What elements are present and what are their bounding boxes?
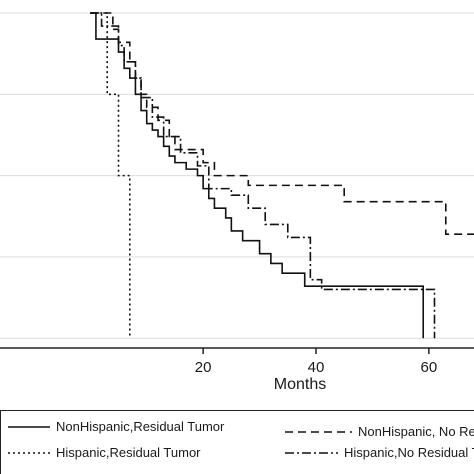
x-tick-label-40: 40 <box>308 359 325 376</box>
axis-layer: 20 40 60 <box>0 347 474 376</box>
legend-label-1: NonHispanic,Residual Tumor <box>56 419 225 434</box>
x-tick-label-60: 60 <box>421 359 438 376</box>
series-2-curve <box>90 12 474 235</box>
legend-label-2: NonHispanic, No Residual Tumor <box>358 424 474 439</box>
series-4-curve <box>90 12 436 339</box>
legend-label-3: Hispanic,Residual Tumor <box>56 445 201 460</box>
series-3-curve <box>90 12 131 339</box>
series-1-curve <box>90 12 425 339</box>
x-tick-label-20: 20 <box>195 359 212 376</box>
grid-layer <box>0 12 474 339</box>
x-axis-title: Months <box>274 376 326 393</box>
series-layer <box>90 12 474 339</box>
legend-box <box>0 410 474 474</box>
legend-label-4: Hispanic,No Residual Tumor <box>344 445 474 460</box>
legend: NonHispanic,Residual Tumor NonHispanic, N… <box>0 410 474 474</box>
